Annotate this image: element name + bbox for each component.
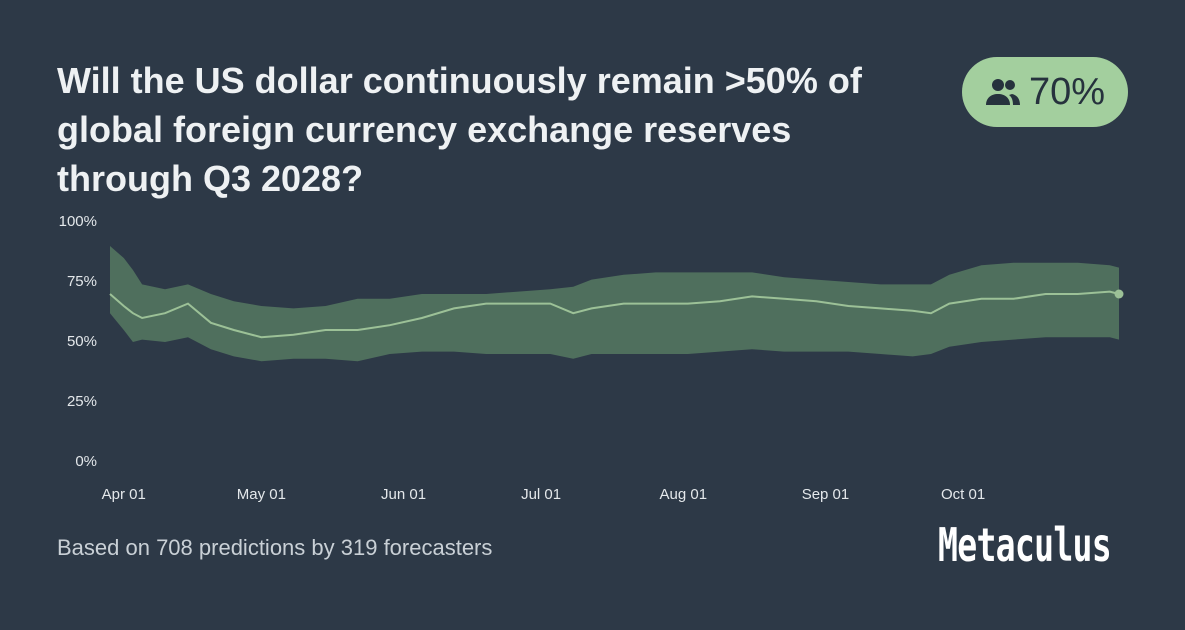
badge-value: 70% <box>1028 70 1106 113</box>
x-tick-label: Jul 01 <box>521 486 561 503</box>
last-point <box>1114 289 1124 299</box>
brand: Metaculus <box>938 518 1112 572</box>
y-tick-label: 25% <box>67 393 97 410</box>
people-icon <box>985 79 1020 105</box>
x-tick-label: Sep 01 <box>802 486 850 503</box>
uncertainty-band <box>110 246 1119 362</box>
x-tick-label: Jun 01 <box>381 486 426 503</box>
y-tick-label: 75% <box>67 273 97 290</box>
footer: Based on 708 predictions by 319 forecast… <box>57 535 493 560</box>
title: Will the US dollar continuously remain >… <box>57 60 862 199</box>
y-tick-label: 50% <box>67 333 97 350</box>
median-line <box>109 290 1120 339</box>
badge: 70% <box>962 57 1128 127</box>
y-tick-label: 0% <box>75 453 97 470</box>
x-tick-label: Oct 01 <box>941 486 985 503</box>
x-tick-label: Aug 01 <box>660 486 708 503</box>
x-tick-label: Apr 01 <box>102 486 146 503</box>
x-tick-label: May 01 <box>237 486 286 503</box>
y-tick-label: 100% <box>59 213 97 230</box>
